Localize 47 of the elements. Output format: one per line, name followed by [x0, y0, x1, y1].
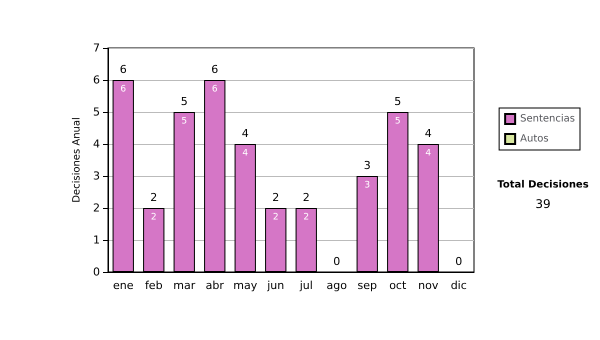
data-label: 6 [212, 84, 218, 94]
data-label: 5 [181, 116, 188, 126]
legend-label: Autos [520, 134, 549, 144]
data-label: 2 [150, 212, 157, 222]
x-tick-label: feb [144, 279, 163, 292]
x-tick-label: nov [418, 279, 439, 292]
x-tick-label: ago [326, 279, 348, 292]
data-label: 6 [120, 84, 126, 94]
x-tick-label: dic [450, 279, 467, 292]
y-tick-label: 1 [93, 234, 100, 246]
data-label: 2 [272, 212, 279, 222]
x-tick-label: may [233, 279, 258, 292]
y-tick-label: 2 [93, 202, 100, 214]
y-tick-label: 3 [93, 170, 100, 182]
legend-label: Sentencias [520, 114, 576, 124]
data-label: 2 [303, 212, 310, 222]
y-axis-title: Decisiones Anual [72, 117, 83, 203]
x-tick-label: ene [112, 279, 134, 292]
data-label: 5 [394, 116, 401, 126]
total-label: 2 [272, 191, 280, 204]
data-label: 4 [242, 148, 248, 158]
total-label: 0 [333, 255, 340, 268]
total-label: 6 [211, 63, 218, 76]
y-tick-label: 7 [93, 42, 100, 54]
total-label: 2 [150, 191, 158, 204]
total-label: 2 [302, 191, 310, 204]
y-tick-label: 0 [93, 266, 100, 278]
total-label: 6 [120, 63, 127, 76]
total-label: 5 [394, 95, 402, 108]
y-tick-label: 5 [93, 106, 100, 118]
x-tick-label: oct [389, 279, 407, 292]
x-tick-label: mar [173, 279, 196, 292]
data-label: 4 [425, 148, 432, 158]
x-tick-label: sep [358, 279, 378, 292]
text: Total Decisiones [497, 180, 589, 190]
total-label: 4 [424, 127, 432, 140]
data-label: 3 [364, 180, 370, 190]
text: 39 [535, 197, 551, 211]
x-tick-label: jul [298, 279, 313, 292]
x-tick-label: jun [266, 279, 284, 292]
y-tick-label: 4 [93, 138, 100, 150]
x-tick-label: abr [206, 279, 224, 292]
y-tick-label: 6 [93, 74, 100, 86]
total-label: 0 [455, 255, 462, 268]
total-label: 3 [364, 159, 371, 172]
total-label: 5 [180, 95, 188, 108]
total-label: 4 [242, 127, 249, 140]
